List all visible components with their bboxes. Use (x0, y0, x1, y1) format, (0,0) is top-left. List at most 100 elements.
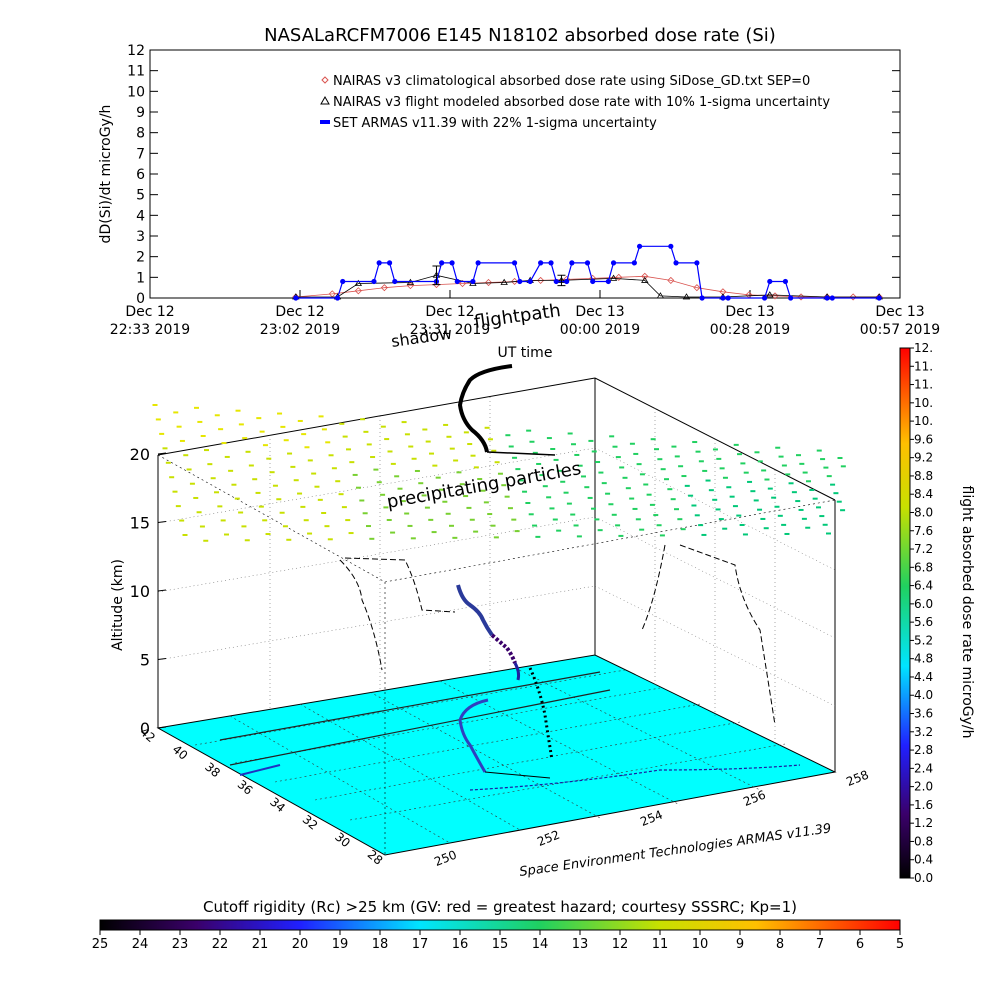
x-tick-label-line1: Dec 13 (575, 304, 624, 320)
armas-point (511, 260, 518, 266)
armas-point (668, 243, 674, 249)
legend-marker-triangle (320, 95, 330, 105)
climatological-point (641, 272, 649, 280)
armas-point (538, 260, 544, 266)
rigidity-floor (156, 654, 837, 856)
armas-point (470, 278, 476, 285)
lon-tick-label: 254 (638, 808, 664, 830)
armas-point (610, 260, 617, 266)
y-tick-label: 4 (136, 208, 145, 224)
x-tick-label-line1: Dec 12 (275, 304, 324, 320)
colorbar-tick-label: 6.8 (914, 560, 933, 574)
y-tick-label: 2 (136, 250, 145, 266)
colorbar-tick-label: 2.0 (914, 780, 933, 794)
z-tick-label: 20 (130, 445, 150, 464)
dose-colorbar-label: flight absorbed dose rate microGy/h (959, 486, 975, 739)
precipitating-particle-field (152, 404, 846, 542)
climatological-point (693, 284, 701, 292)
rigidity-tick-label: 21 (252, 937, 269, 952)
rigidity-tick-label: 12 (612, 937, 629, 952)
rigidity-tick-label: 7 (816, 937, 824, 952)
rigidity-tick-label: 13 (572, 937, 589, 952)
colorbar-tick-label: 11. (914, 359, 933, 373)
armas-point (631, 260, 637, 266)
colorbar-tick-label: 2.8 (914, 743, 933, 757)
rigidity-tick-label: 18 (372, 937, 389, 952)
colorbar-tick-label: 1.6 (914, 798, 933, 812)
legend-label: NAIRAS v3 flight modeled absorbed dose r… (333, 95, 830, 110)
armas-point (876, 295, 882, 301)
modeled-point (500, 278, 508, 285)
armas-point (340, 278, 346, 285)
armas-point (694, 260, 700, 266)
y-axis-label: dD(Si)/dt microGy/h (98, 105, 114, 244)
armas-point (392, 278, 398, 285)
colorbar-tick-label: 6.4 (914, 579, 933, 593)
armas-point (475, 260, 481, 266)
armas-point (548, 260, 554, 266)
x-tick-label-line1: Dec 13 (725, 304, 774, 320)
y-tick-label: 0 (136, 291, 145, 307)
legend-label: NAIRAS v3 climatological absorbed dose r… (333, 74, 810, 89)
armas-point (517, 278, 523, 285)
dose-colorbar-fill (899, 347, 911, 879)
colorbar-tick-label: 9.6 (914, 432, 933, 446)
rigidity-tick-label: 5 (896, 937, 904, 952)
shadow-projections (339, 544, 776, 726)
rigidity-tick-label: 15 (492, 937, 509, 952)
colorbar-tick-label: 0.4 (914, 853, 933, 867)
armas-point (605, 278, 611, 285)
armas-point (725, 295, 731, 301)
modeled-point (354, 279, 363, 286)
climatological-point (511, 277, 519, 286)
x-tick-label-line2: 00:57 2019 (860, 322, 940, 338)
colorbar-tick-label: 3.6 (914, 707, 933, 721)
colorbar-tick-label: 11. (914, 378, 933, 392)
legend-marker-diamond (321, 76, 329, 84)
colorbar-tick-label: 7.6 (914, 524, 933, 538)
armas-point (590, 278, 596, 285)
colorbar-tick-label: 5.6 (914, 615, 933, 629)
lon-tick-label: 258 (844, 768, 870, 790)
lon-tick-label: 256 (741, 788, 767, 810)
lat-tick-label: 40 (170, 742, 191, 763)
rigidity-tick-label: 24 (132, 937, 149, 952)
box-edges (157, 377, 836, 855)
climatological-point (354, 287, 362, 295)
armas-point (767, 278, 773, 285)
flight-path-3d (456, 584, 554, 779)
y-tick-label: 10 (127, 84, 145, 100)
y-tick-label: 9 (136, 105, 145, 121)
armas-point (788, 295, 794, 301)
legend-label: SET ARMAS v11.39 with 22% 1-sigma uncert… (333, 116, 657, 131)
x-tick-label-line1: Dec 12 (125, 304, 174, 320)
colorbar-tick-label: 0.0 (914, 871, 933, 885)
series-line-0 (295, 275, 880, 298)
armas-point (449, 260, 455, 266)
colorbar-tick-label: 4.4 (914, 670, 933, 684)
armas-point (376, 260, 382, 266)
x-tick-label-line2: 00:00 2019 (560, 322, 640, 338)
rigidity-tick-label: 16 (452, 937, 469, 952)
armas-point (824, 295, 830, 301)
z-tick-mark (157, 589, 167, 592)
z-tick-label: 10 (130, 582, 150, 601)
colorbar-tick-label: 9.2 (914, 451, 933, 465)
y-tick-label: 3 (136, 229, 145, 245)
armas-point (371, 278, 377, 285)
colorbar-tick-label: 8.0 (914, 505, 933, 519)
rigidity-colorbar-fill (99, 919, 901, 931)
modeled-point (766, 291, 774, 298)
rigidity-tick-label: 9 (736, 937, 744, 952)
modeled-point (682, 293, 691, 300)
x-tick-label-line2: 00:28 2019 (710, 322, 790, 338)
armas-point (564, 278, 570, 285)
colorbar-tick-label: 4.8 (914, 652, 933, 666)
colorbar-tick-label: 7.2 (914, 542, 933, 556)
rigidity-tick-label: 10 (692, 937, 709, 952)
x-tick-label-line1: Dec 13 (875, 304, 924, 320)
rigidity-title: Cutoff rigidity (Rc) >25 km (GV: red = g… (203, 898, 797, 916)
rigidity-tick-label: 6 (856, 937, 864, 952)
